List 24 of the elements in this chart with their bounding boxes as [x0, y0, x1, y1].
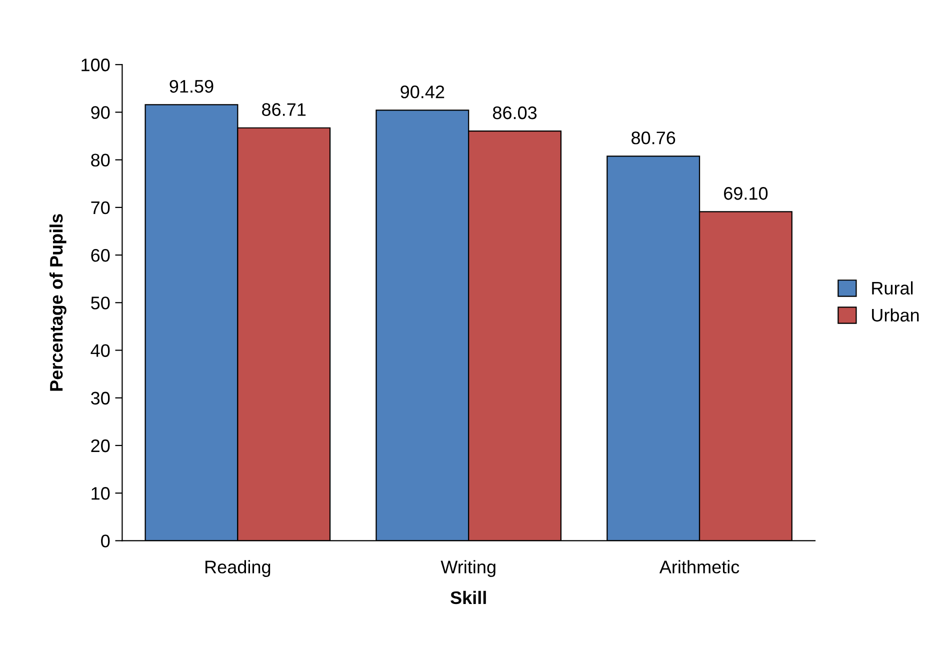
- y-tick-label: 90: [91, 106, 110, 119]
- x-tick-label: Arithmetic: [659, 560, 740, 574]
- x-axis-title: Skill: [450, 590, 486, 604]
- x-tick-label: Writing: [440, 560, 496, 577]
- y-tick-label: 10: [92, 487, 110, 500]
- y-tick-label: 40: [90, 344, 110, 357]
- y-tick-label: 60: [91, 248, 110, 262]
- legend-label: Rural: [872, 281, 913, 295]
- y-axis-title: Percentage of Pupils: [49, 214, 66, 391]
- y-tick-label: 30: [91, 392, 110, 405]
- y-tick-label: 50: [91, 296, 110, 310]
- y-tick-label: 80: [91, 154, 110, 167]
- x-tick-label: Reading: [206, 560, 270, 577]
- y-tick-label: 70: [91, 201, 110, 214]
- y-tick-label: 20: [91, 439, 110, 452]
- data-label: 86.03: [492, 106, 537, 120]
- data-label: 69.10: [724, 187, 768, 200]
- data-label: 80.76: [632, 132, 676, 144]
- legend-label: Urban: [872, 308, 919, 322]
- data-label: 86.71: [262, 103, 306, 116]
- y-tick-label: 0: [101, 534, 110, 548]
- data-label: 91.59: [170, 80, 214, 93]
- y-tick-label: 100: [82, 58, 110, 72]
- data-label: 90.42: [400, 86, 444, 98]
